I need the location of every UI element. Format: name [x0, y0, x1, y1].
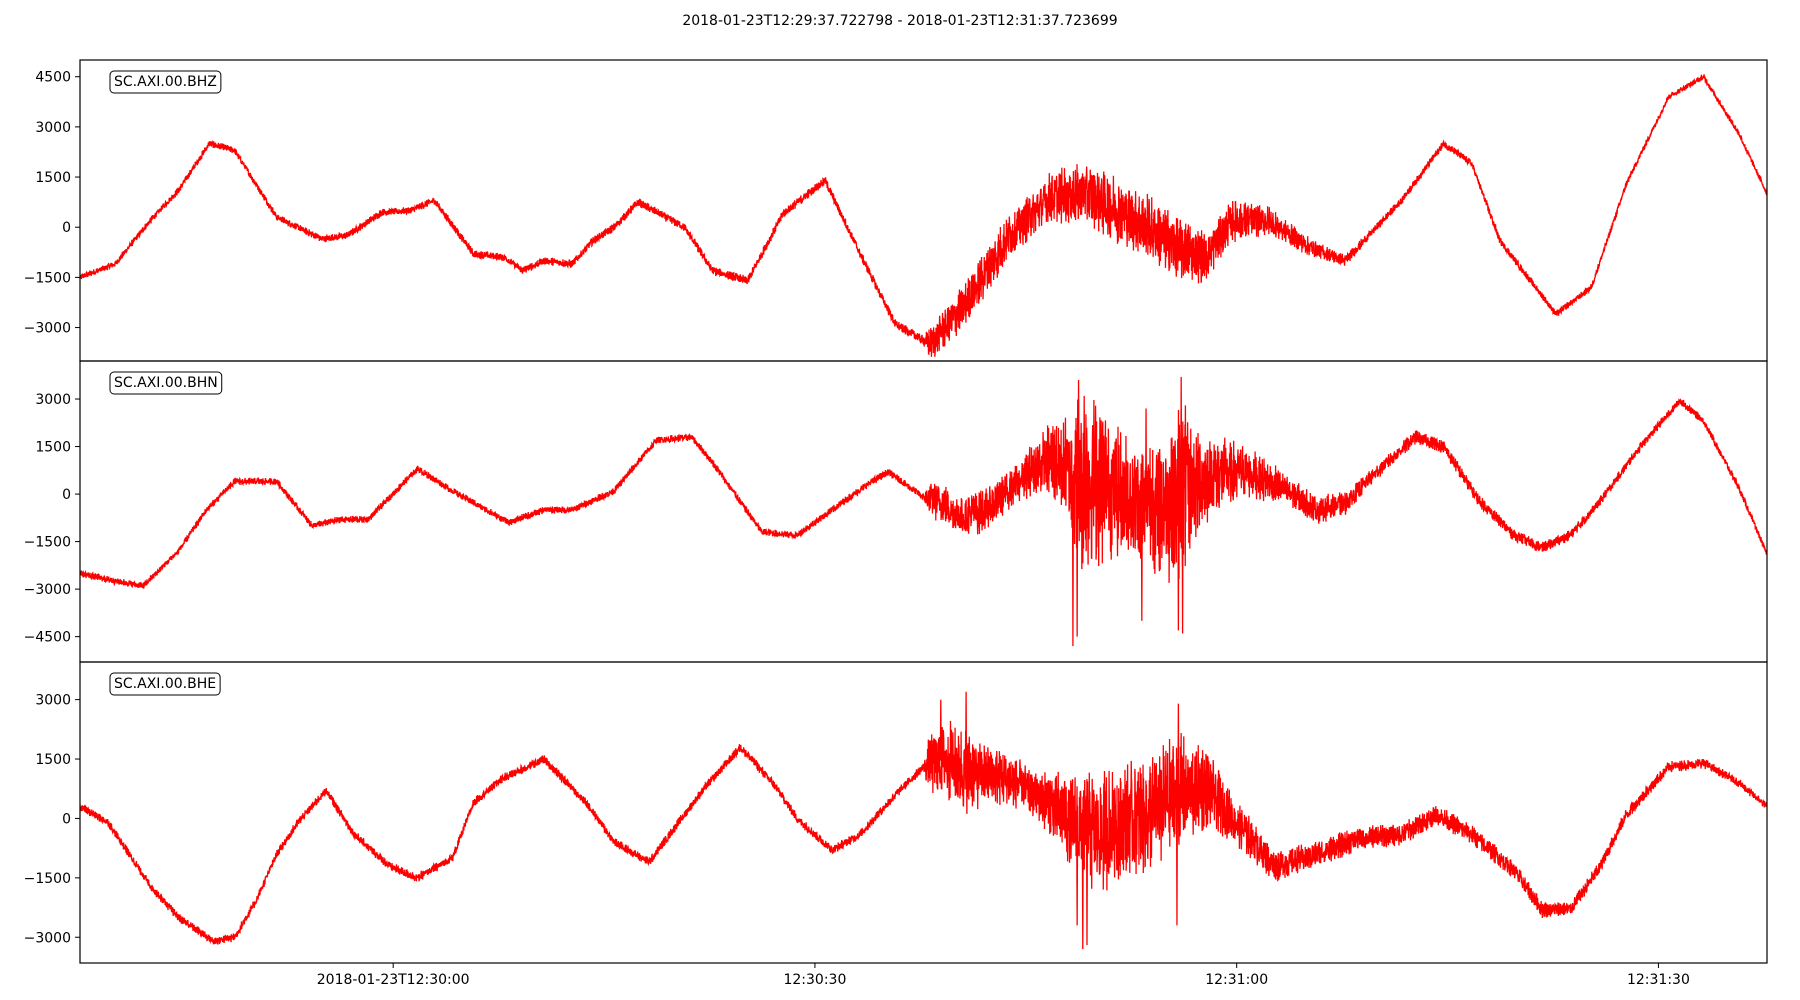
channel-label: SC.AXI.00.BHZ	[114, 74, 217, 90]
channel-label-box	[109, 672, 221, 696]
y-tick-label: 0	[62, 487, 71, 503]
y-tick-label: 0	[62, 220, 71, 236]
trace-clip	[80, 376, 1767, 647]
y-tick-label: −3000	[24, 582, 71, 598]
panel-frame	[79, 59, 1768, 362]
panels: −3000 −1500 0 1500 3000 4500 SC.AXI.00.BHZ −450…	[24, 59, 1768, 964]
y-tick-label: 1500	[35, 752, 71, 768]
trace-panel: −3000 −1500 0 1500 3000 4500 SC.AXI.00.BHZ	[24, 59, 1768, 362]
x-tick-label: 2018-01-23T12:30:00	[317, 972, 470, 988]
y-tick-label: 0	[62, 811, 71, 827]
channel-label-box	[109, 371, 223, 395]
y-tick-label: −3000	[24, 321, 71, 337]
time-axis: 2018-01-23T12:30:00 12:30:30 12:31:00 12:31…	[317, 963, 1690, 988]
seismic-trace	[80, 74, 1767, 357]
y-tick-label: 3000	[35, 693, 71, 709]
x-tick-label: 12:30:30	[783, 972, 846, 988]
channel-label: SC.AXI.00.BHN	[114, 375, 218, 391]
y-tick-label: 1500	[35, 170, 71, 186]
x-tick-label: 12:31:00	[1205, 972, 1268, 988]
y-tick-label: 1500	[35, 440, 71, 456]
y-tick-label: −1500	[24, 535, 71, 551]
y-tick-label: 4500	[35, 70, 71, 86]
y-tick-label: 3000	[35, 120, 71, 136]
seismic-trace	[80, 691, 1767, 950]
seismic-trace	[80, 376, 1767, 647]
trace-panel: −4500 −3000 −1500 0 1500 3000 SC.AXI.00.BHN	[24, 360, 1768, 663]
y-tick-label: −4500	[24, 630, 71, 646]
figure-title: 2018-01-23T12:29:37.722798 - 2018-01-23T…	[682, 13, 1117, 29]
panel-frame	[79, 661, 1768, 964]
y-tick-label: 3000	[35, 392, 71, 408]
y-tick-label: −3000	[24, 930, 71, 946]
y-tick-label: −1500	[24, 270, 71, 286]
panel-frame	[79, 360, 1768, 663]
x-tick-label: 12:31:30	[1627, 972, 1690, 988]
trace-clip	[80, 691, 1767, 950]
channel-label-box	[109, 70, 222, 94]
trace-clip	[80, 74, 1767, 357]
y-tick-label: −1500	[24, 871, 71, 887]
channel-label: SC.AXI.00.BHE	[114, 676, 216, 692]
trace-panel: −3000 −1500 0 1500 3000 SC.AXI.00.BHE	[24, 661, 1768, 964]
